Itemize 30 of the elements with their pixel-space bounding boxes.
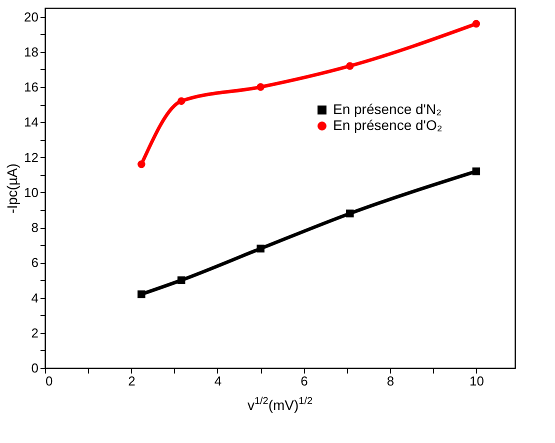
y-tick-label: 16 xyxy=(24,80,38,95)
x-tick-label: 8 xyxy=(386,374,394,388)
y-tick-label: 8 xyxy=(31,220,38,236)
point xyxy=(472,167,480,176)
legend-label: En présence d'N₂ xyxy=(333,101,442,117)
y-tick-label: 18 xyxy=(24,44,38,60)
point xyxy=(138,160,146,168)
point xyxy=(177,276,186,284)
x-tick-label: 10 xyxy=(469,374,484,388)
y-tick-label: 14 xyxy=(24,114,38,130)
point xyxy=(346,210,354,218)
y-tick-label: 0 xyxy=(31,360,38,376)
point xyxy=(256,244,264,252)
y-axis-title: -Ipc(µA) xyxy=(4,163,20,214)
y-tick-label: 2 xyxy=(31,325,38,340)
x-tick-label: 6 xyxy=(300,374,308,388)
point xyxy=(138,290,146,298)
y-tick-label: 10 xyxy=(24,184,38,200)
point xyxy=(472,20,480,28)
y-tick-label: 4 xyxy=(31,290,38,306)
x-tick-label: 4 xyxy=(214,374,222,388)
point xyxy=(346,62,354,70)
y-tick-label: 20 xyxy=(24,9,38,24)
legend-label: En présence d'O₂ xyxy=(333,117,442,133)
point xyxy=(256,83,264,91)
y-tick-label: 6 xyxy=(31,255,38,270)
point xyxy=(177,97,186,105)
y-tick-label: 12 xyxy=(24,150,38,165)
x-tick-label: 2 xyxy=(128,374,136,388)
x-tick-label: 0 xyxy=(46,374,53,388)
